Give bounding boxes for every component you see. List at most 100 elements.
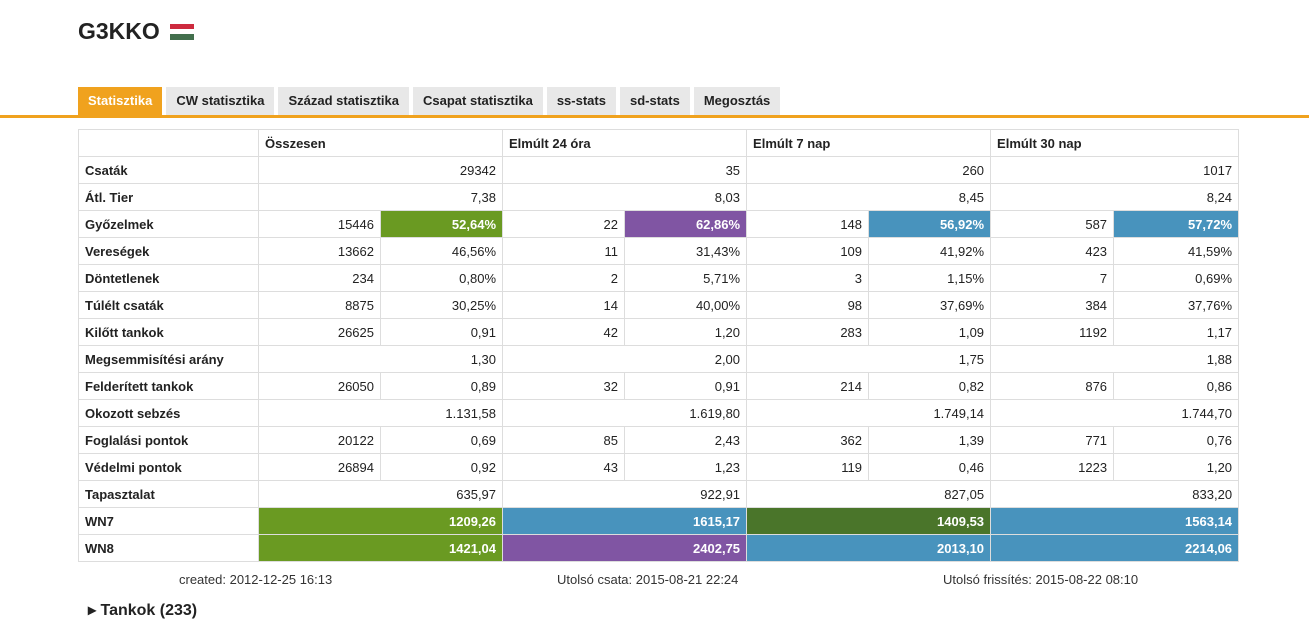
table-cell-count: 13662 bbox=[258, 237, 381, 265]
table-cell-ratio: 0,82 bbox=[868, 372, 992, 400]
table-cell-count: 384 bbox=[990, 291, 1115, 319]
row-label: WN7 bbox=[78, 507, 259, 535]
table-cell-ratio: 0,69 bbox=[379, 426, 504, 454]
table-cell-ratio: 2,43 bbox=[624, 426, 748, 454]
table-cell-count: 20122 bbox=[258, 426, 381, 454]
table-cell-count: 43 bbox=[502, 453, 626, 481]
column-header: Elmúlt 24 óra bbox=[502, 129, 748, 157]
table-cell-count: 15446 bbox=[258, 210, 381, 238]
table-row: Kilőtt tankok 26625 0,91 42 1,20 283 1,09 1192 1… bbox=[78, 318, 1240, 346]
table-cell: 827,05 bbox=[746, 480, 992, 508]
table-row: WN8 1421,04 2402,75 2013,10 2214,06 bbox=[78, 534, 1240, 562]
table-cell: 1209,26 bbox=[257, 507, 504, 535]
tab-underline bbox=[0, 115, 1309, 118]
table-cell-ratio: 62,86% bbox=[624, 210, 748, 238]
table-row: Túlélt csaták 8875 30,25% 14 40,00% 98 37,69% 3… bbox=[78, 291, 1240, 319]
table-cell: 1421,04 bbox=[257, 534, 504, 562]
row-label: Vereségek bbox=[78, 237, 259, 265]
table-cell-count: 26894 bbox=[258, 453, 381, 481]
table-row: Csaták 29342 35 260 1017 bbox=[78, 156, 1240, 184]
table-row: Átl. Tier 7,38 8,03 8,45 8,24 bbox=[78, 183, 1240, 211]
table-cell: 1,30 bbox=[257, 345, 504, 373]
table-row: Felderített tankok 26050 0,89 32 0,91 214 0,82… bbox=[78, 372, 1240, 400]
table-row: Foglalási pontok 20122 0,69 85 2,43 362 1,39 77… bbox=[78, 426, 1240, 454]
table-cell: 2402,75 bbox=[502, 534, 748, 562]
row-label: Tapasztalat bbox=[78, 480, 259, 508]
table-cell-ratio: 5,71% bbox=[624, 264, 748, 292]
table-cell-ratio: 1,17 bbox=[1113, 318, 1240, 346]
player-name: G3KKO bbox=[78, 18, 160, 44]
table-cell: 1563,14 bbox=[990, 507, 1240, 535]
table-cell: 1.619,80 bbox=[502, 399, 748, 427]
hungary-flag-icon bbox=[169, 23, 194, 40]
table-cell-count: 362 bbox=[746, 426, 870, 454]
table-cell-count: 11 bbox=[502, 237, 626, 265]
table-cell-count: 14 bbox=[502, 291, 626, 319]
row-label: Megsemmisítési arány bbox=[78, 345, 259, 373]
table-cell-count: 42 bbox=[502, 318, 626, 346]
row-label: Okozott sebzés bbox=[78, 399, 259, 427]
table-cell-ratio: 57,72% bbox=[1113, 210, 1240, 238]
table-cell-count: 283 bbox=[746, 318, 870, 346]
table-cell: 1.749,14 bbox=[746, 399, 992, 427]
tab-megosztás[interactable]: Megosztás bbox=[693, 87, 781, 115]
table-cell: 833,20 bbox=[990, 480, 1240, 508]
table-cell-count: 423 bbox=[990, 237, 1115, 265]
row-label: Döntetlenek bbox=[78, 264, 259, 292]
row-label: Csaták bbox=[78, 156, 259, 184]
row-label: Védelmi pontok bbox=[78, 453, 259, 481]
tab-statisztika[interactable]: Statisztika bbox=[78, 87, 163, 115]
table-header-row: Összesen Elmúlt 24 óra Elmúlt 7 nap Elmúlt … bbox=[78, 129, 1240, 157]
created-date: created: 2012-12-25 16:13 bbox=[179, 572, 333, 587]
page-title: G3KKO bbox=[78, 18, 194, 45]
table-cell-count: 26625 bbox=[258, 318, 381, 346]
row-label: Kilőtt tankok bbox=[78, 318, 259, 346]
table-cell-count: 148 bbox=[746, 210, 870, 238]
row-label: Túlélt csaták bbox=[78, 291, 259, 319]
table-cell-ratio: 0,91 bbox=[624, 372, 748, 400]
table-cell-count: 22 bbox=[502, 210, 626, 238]
table-cell-ratio: 37,76% bbox=[1113, 291, 1240, 319]
table-row: Okozott sebzés 1.131,58 1.619,80 1.749,14 1.… bbox=[78, 399, 1240, 427]
table-cell-ratio: 1,20 bbox=[624, 318, 748, 346]
table-cell: 2,00 bbox=[502, 345, 748, 373]
last-battle-date: Utolsó csata: 2015-08-21 22:24 bbox=[557, 572, 739, 587]
row-label: Átl. Tier bbox=[78, 183, 259, 211]
column-header: Összesen bbox=[257, 129, 504, 157]
table-cell-ratio: 0,76 bbox=[1113, 426, 1240, 454]
table-cell-ratio: 30,25% bbox=[379, 291, 504, 319]
table-cell: 1.744,70 bbox=[990, 399, 1240, 427]
row-label: Győzelmek bbox=[78, 210, 259, 238]
table-cell-count: 1192 bbox=[990, 318, 1115, 346]
row-label: Felderített tankok bbox=[78, 372, 259, 400]
table-cell-ratio: 0,86 bbox=[1113, 372, 1240, 400]
tab-csapat-statisztika[interactable]: Csapat statisztika bbox=[413, 87, 543, 115]
tab-cw-statisztika[interactable]: CW statisztika bbox=[166, 87, 275, 115]
header-empty bbox=[78, 129, 259, 157]
table-cell: 7,38 bbox=[257, 183, 504, 211]
table-cell-count: 8875 bbox=[258, 291, 381, 319]
table-cell: 1409,53 bbox=[746, 507, 992, 535]
table-cell-count: 3 bbox=[746, 264, 870, 292]
table-cell-ratio: 37,69% bbox=[868, 291, 992, 319]
table-cell-ratio: 56,92% bbox=[868, 210, 992, 238]
tab-század-statisztika[interactable]: Század statisztika bbox=[278, 87, 409, 115]
tanks-section-toggle[interactable]: ▸ Tankok (233) bbox=[88, 602, 198, 619]
table-cell: 8,03 bbox=[502, 183, 748, 211]
table-cell-count: 7 bbox=[990, 264, 1115, 292]
table-cell: 1017 bbox=[990, 156, 1240, 184]
table-row: Győzelmek 15446 52,64% 22 62,86% 148 56,92% 587… bbox=[78, 210, 1240, 238]
table-cell-count: 771 bbox=[990, 426, 1115, 454]
tab-bar: Statisztika CW statisztika Század statiszt… bbox=[78, 87, 781, 115]
tab-ss-stats[interactable]: ss-stats bbox=[546, 87, 616, 115]
table-cell-count: 85 bbox=[502, 426, 626, 454]
row-label: WN8 bbox=[78, 534, 259, 562]
table-cell: 1,75 bbox=[746, 345, 992, 373]
table-cell-count: 32 bbox=[502, 372, 626, 400]
table-cell: 922,91 bbox=[502, 480, 748, 508]
tab-sd-stats[interactable]: sd-stats bbox=[619, 87, 690, 115]
table-cell: 635,97 bbox=[257, 480, 504, 508]
table-cell: 1615,17 bbox=[502, 507, 748, 535]
table-cell: 1.131,58 bbox=[257, 399, 504, 427]
table-row: Döntetlenek 234 0,80% 2 5,71% 3 1,15% 7 0,69% bbox=[78, 264, 1240, 292]
